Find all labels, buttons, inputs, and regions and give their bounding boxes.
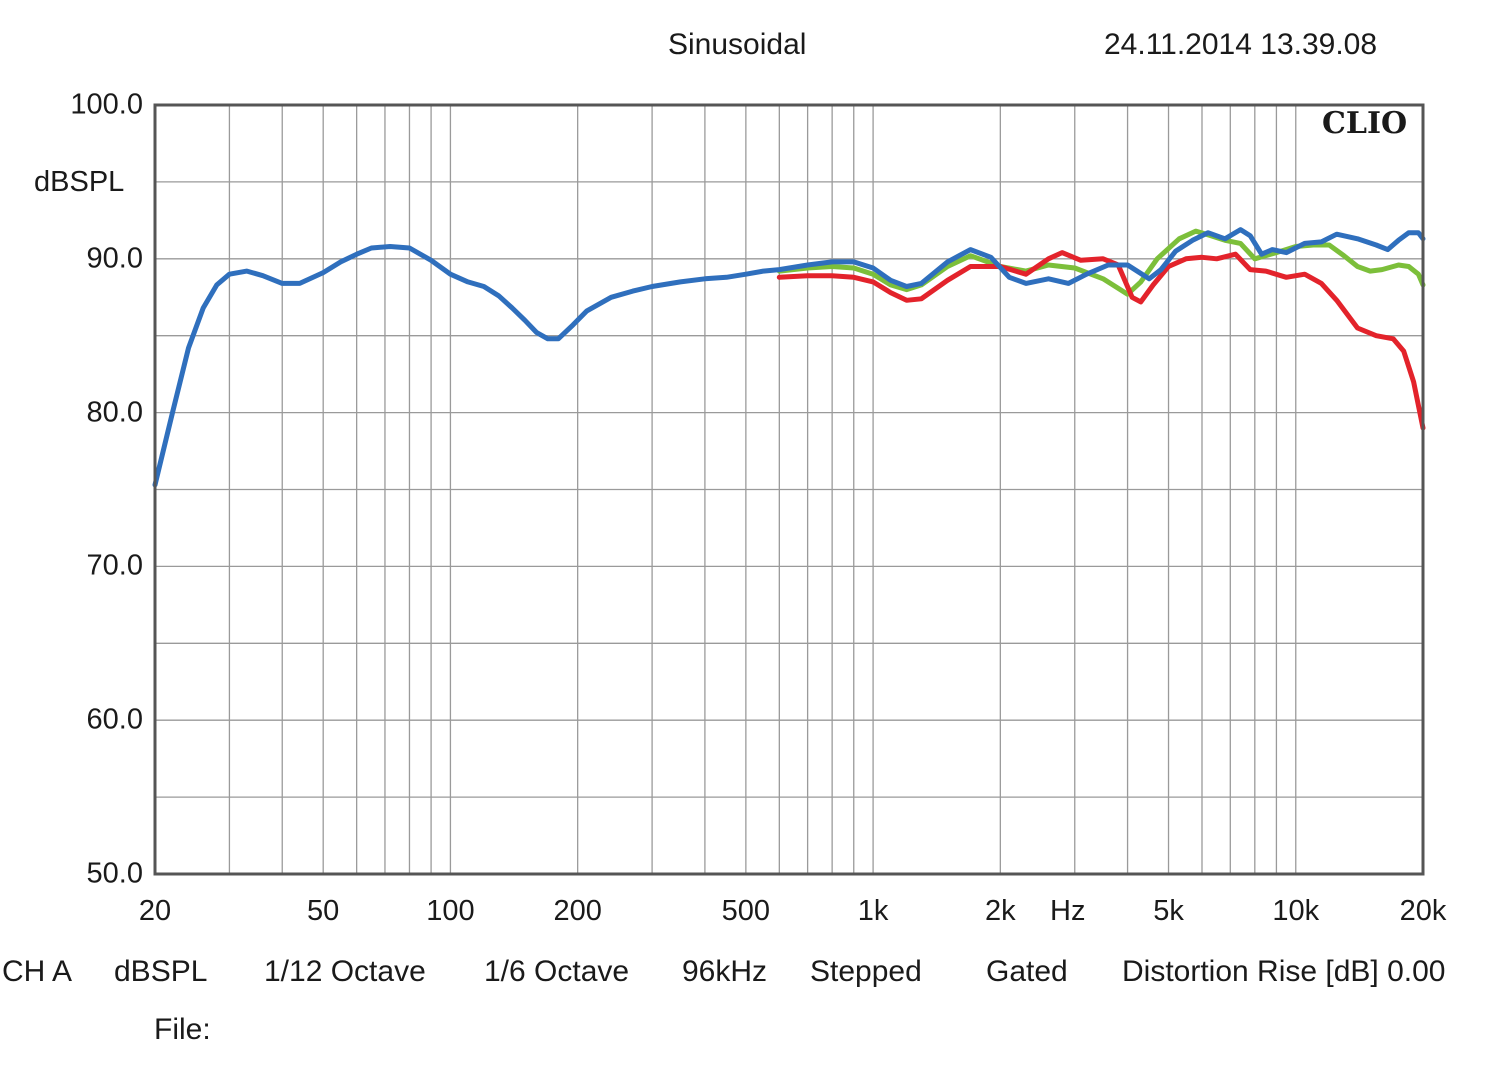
x-tick-label: 5k bbox=[1153, 895, 1184, 927]
x-tick-label: 2k bbox=[985, 895, 1016, 927]
plot-frame bbox=[153, 103, 1425, 876]
x-tick-label: 50 bbox=[307, 895, 340, 927]
x-tick-label: 20 bbox=[138, 895, 172, 927]
chart-series bbox=[152, 227, 1426, 488]
y-tick-label: 80.0 bbox=[86, 396, 143, 429]
window-label: Gated bbox=[986, 955, 1068, 988]
sweep-label: Stepped bbox=[810, 955, 922, 988]
series-line-2 bbox=[776, 250, 1426, 431]
x-tick-label: 10k bbox=[1272, 895, 1320, 927]
timestamp: 24.11.2014 13.39.08 bbox=[1104, 28, 1378, 61]
y-tick-label: 90.0 bbox=[86, 242, 143, 275]
file-label: File: bbox=[154, 1013, 211, 1046]
y-tick-label: 60.0 bbox=[86, 703, 143, 736]
distortion-label: Distortion Rise [dB] 0.00 bbox=[1122, 955, 1446, 988]
y-tick-label: 50.0 bbox=[86, 857, 143, 890]
clio-logo: CLIO bbox=[1322, 106, 1408, 141]
resolution-label: 1/6 Octave bbox=[484, 955, 630, 988]
y-axis-label: dBSPL bbox=[34, 166, 125, 198]
x-tick-label: 500 bbox=[721, 895, 771, 927]
y-tick-label: 70.0 bbox=[86, 549, 143, 582]
x-axis-unit-label: Hz bbox=[1050, 895, 1086, 927]
series-line-1 bbox=[776, 228, 1426, 297]
channel-label: CH A bbox=[2, 955, 73, 988]
x-tick-label: 20k bbox=[1399, 895, 1447, 927]
smoothing-label: 1/12 Octave bbox=[264, 955, 426, 988]
chart-title: Sinusoidal bbox=[668, 28, 807, 61]
series-line-3 bbox=[152, 227, 1426, 488]
sample-rate-label: 96kHz bbox=[682, 955, 768, 988]
y-tick-label: 100.0 bbox=[70, 88, 143, 121]
x-tick-label: 100 bbox=[426, 895, 475, 927]
chart-grid bbox=[155, 105, 1423, 874]
x-tick-label: 200 bbox=[553, 895, 602, 927]
x-tick-label: 1k bbox=[857, 895, 889, 927]
unit-label: dBSPL bbox=[114, 955, 208, 988]
